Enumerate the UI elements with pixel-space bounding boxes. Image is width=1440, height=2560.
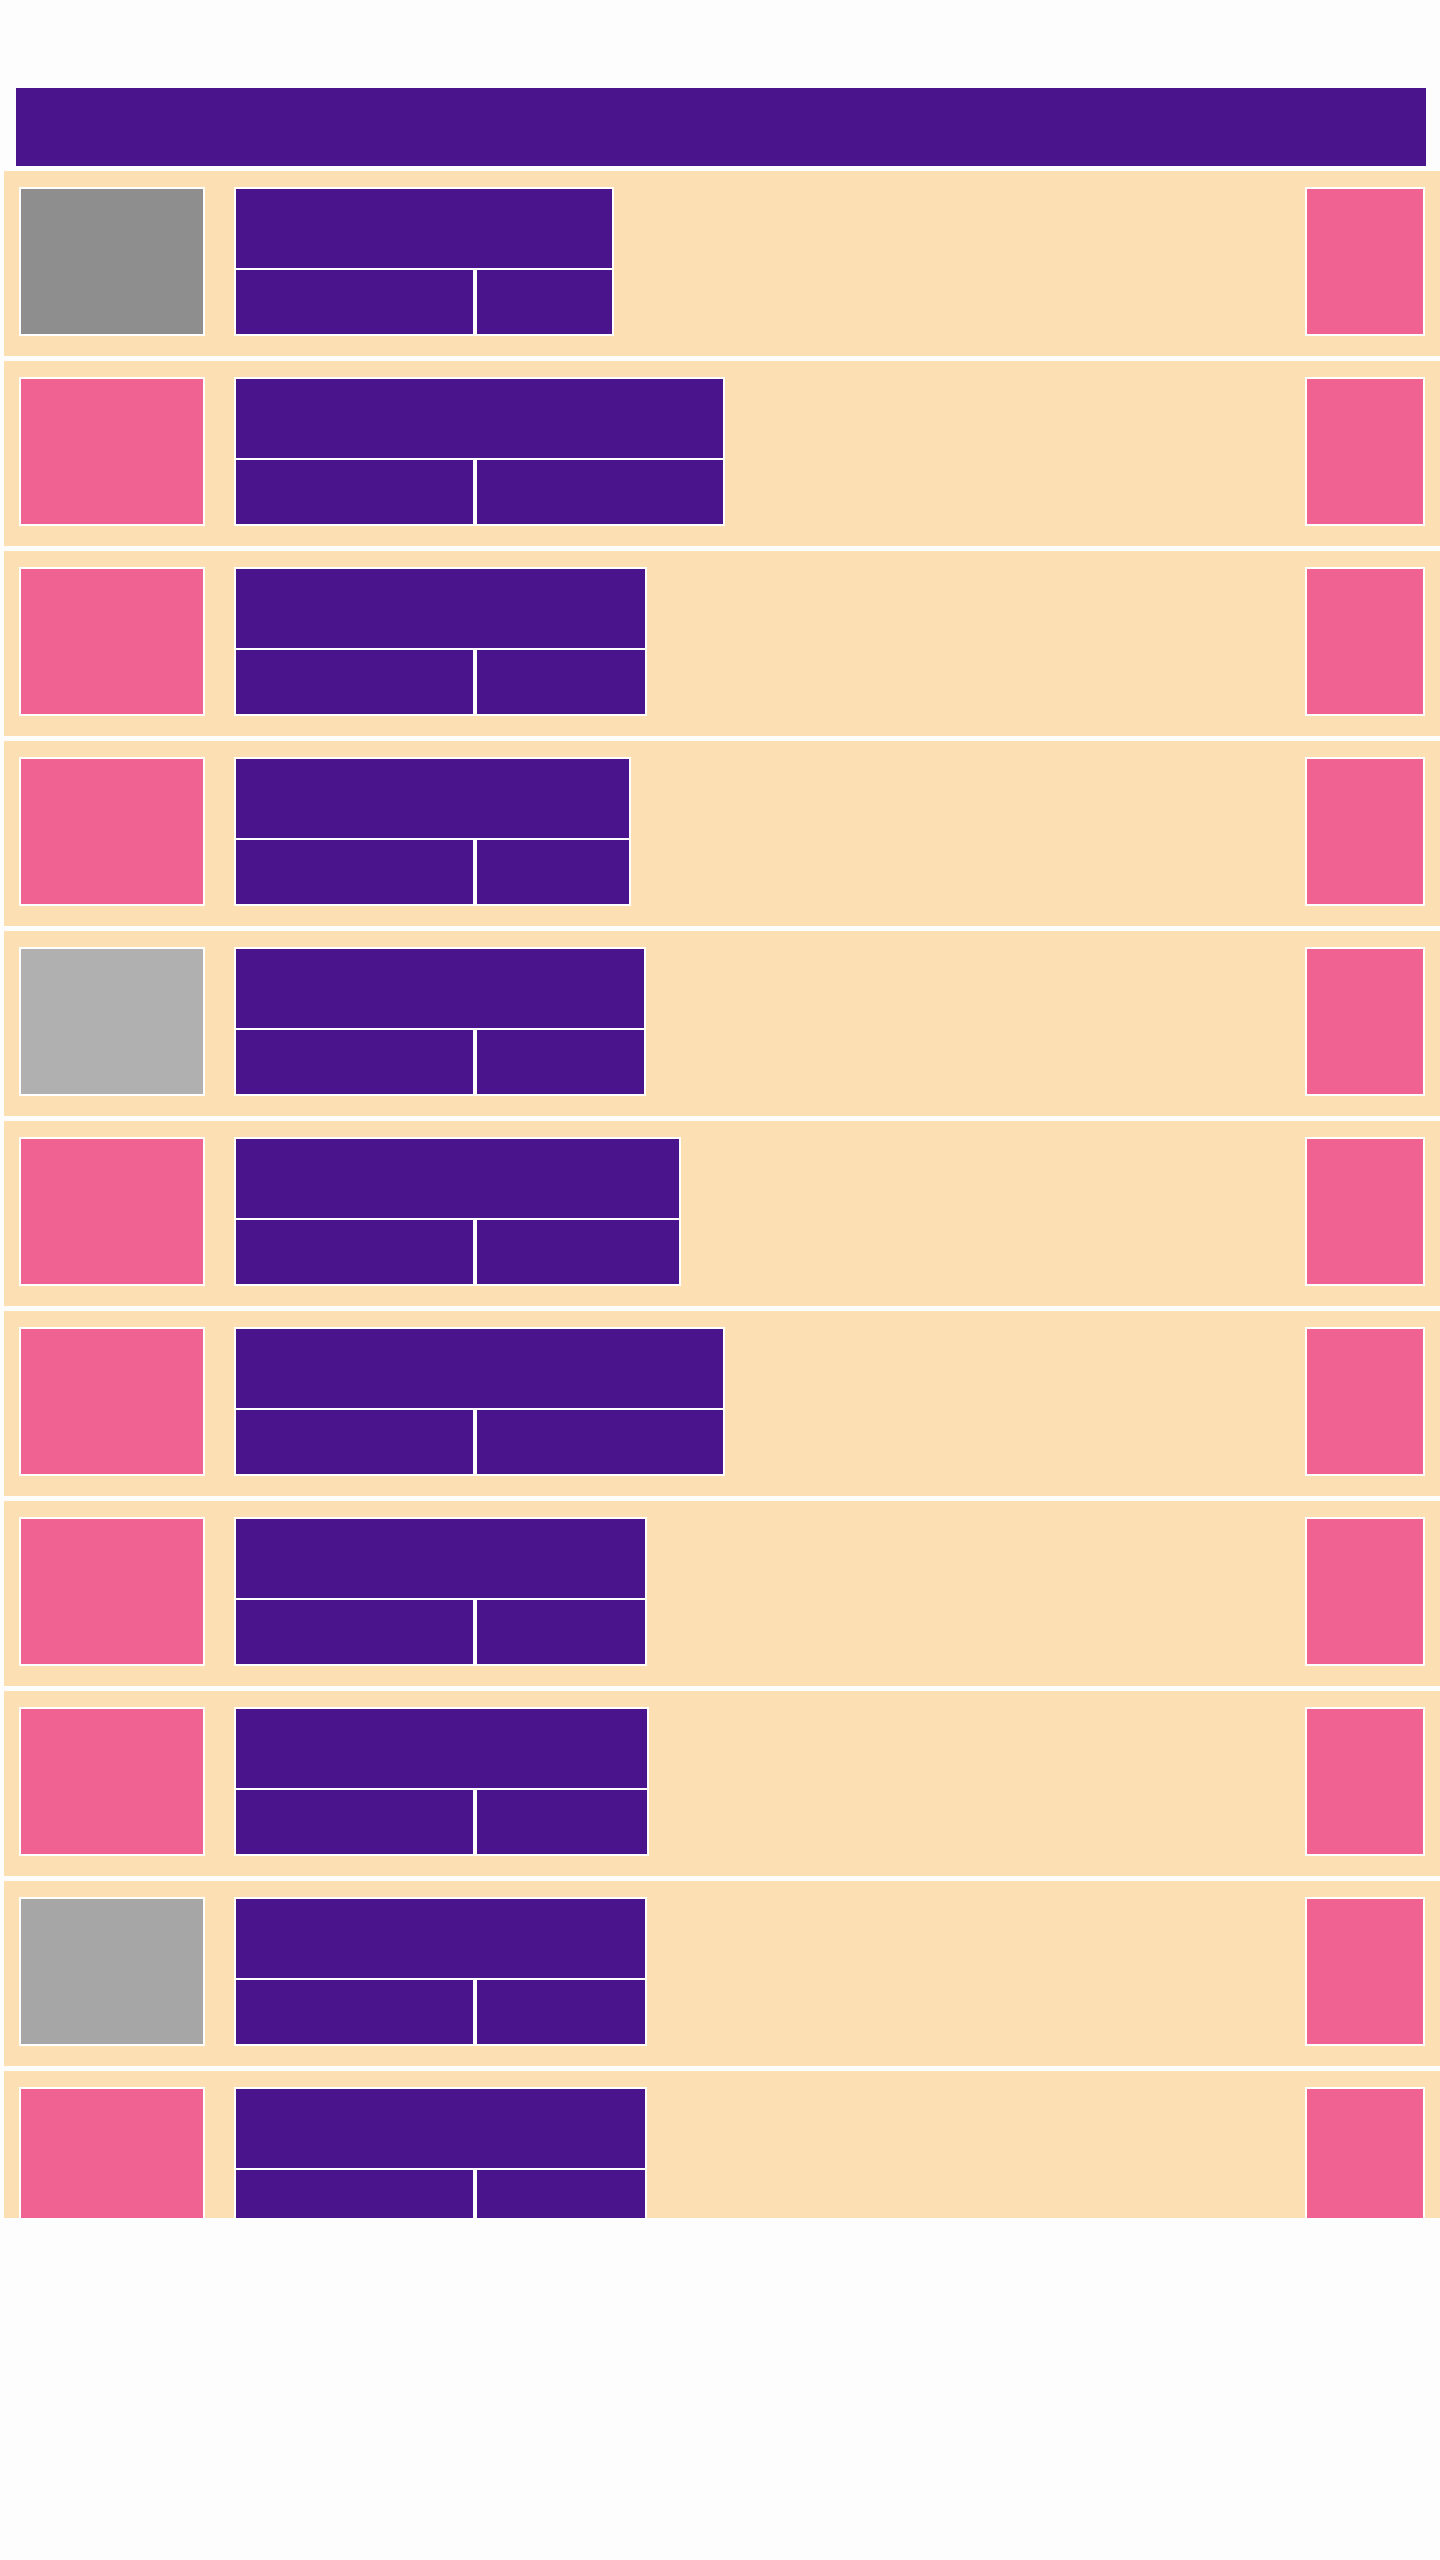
item-title-block [234, 1517, 647, 1600]
item-meta-block [234, 1600, 475, 1666]
item-list[interactable] [0, 171, 1440, 2218]
item-title-block [234, 1327, 725, 1410]
item-thumbnail [19, 187, 205, 336]
item-title-block [234, 1137, 681, 1220]
item-thumbnail [19, 2087, 205, 2218]
list-item[interactable] [4, 1121, 1440, 1306]
item-meta-block-secondary [475, 270, 614, 336]
item-meta-block [234, 840, 475, 906]
item-thumbnail [19, 757, 205, 906]
item-meta-block [234, 1220, 475, 1286]
list-item[interactable] [4, 1881, 1440, 2066]
item-meta-block [234, 2170, 475, 2218]
item-meta-block-secondary [475, 460, 725, 526]
item-title-block [234, 2087, 647, 2170]
item-title-block [234, 947, 646, 1030]
item-action-button[interactable] [1305, 567, 1425, 716]
item-title-block [234, 187, 614, 270]
item-action-button[interactable] [1305, 377, 1425, 526]
item-title-block [234, 1897, 647, 1980]
item-action-button[interactable] [1305, 1517, 1425, 1666]
item-title-block [234, 567, 647, 650]
list-item[interactable] [4, 741, 1440, 926]
item-meta-block [234, 1410, 475, 1476]
item-meta-block-secondary [475, 1220, 681, 1286]
item-meta-block [234, 270, 475, 336]
item-meta-block-secondary [475, 2170, 647, 2218]
list-item[interactable] [4, 361, 1440, 546]
item-meta-block-secondary [475, 840, 631, 906]
item-meta-block-secondary [475, 1600, 647, 1666]
item-meta-block-secondary [475, 650, 647, 716]
list-item[interactable] [4, 2071, 1440, 2218]
item-action-button[interactable] [1305, 187, 1425, 336]
item-meta-block-secondary [475, 1980, 647, 2046]
item-thumbnail [19, 567, 205, 716]
item-meta-block-secondary [475, 1410, 725, 1476]
item-thumbnail [19, 947, 205, 1096]
item-meta-block [234, 1790, 475, 1856]
list-item[interactable] [4, 1691, 1440, 1876]
list-item[interactable] [4, 171, 1440, 356]
item-meta-block-secondary [475, 1790, 649, 1856]
item-meta-block-secondary [475, 1030, 646, 1096]
header-bar [16, 88, 1426, 166]
item-action-button[interactable] [1305, 1707, 1425, 1856]
item-action-button[interactable] [1305, 1897, 1425, 2046]
item-action-button[interactable] [1305, 2087, 1425, 2218]
item-action-button[interactable] [1305, 1327, 1425, 1476]
item-thumbnail [19, 377, 205, 526]
list-item[interactable] [4, 1311, 1440, 1496]
list-item[interactable] [4, 931, 1440, 1116]
item-action-button[interactable] [1305, 947, 1425, 1096]
item-thumbnail [19, 1707, 205, 1856]
item-meta-block [234, 1980, 475, 2046]
item-action-button[interactable] [1305, 757, 1425, 906]
item-thumbnail [19, 1327, 205, 1476]
item-title-block [234, 1707, 649, 1790]
list-item[interactable] [4, 1501, 1440, 1686]
item-thumbnail [19, 1517, 205, 1666]
list-item[interactable] [4, 551, 1440, 736]
item-meta-block [234, 460, 475, 526]
item-title-block [234, 757, 631, 840]
item-thumbnail [19, 1137, 205, 1286]
item-meta-block [234, 1030, 475, 1096]
item-meta-block [234, 650, 475, 716]
item-title-block [234, 377, 725, 460]
item-action-button[interactable] [1305, 1137, 1425, 1286]
item-thumbnail [19, 1897, 205, 2046]
